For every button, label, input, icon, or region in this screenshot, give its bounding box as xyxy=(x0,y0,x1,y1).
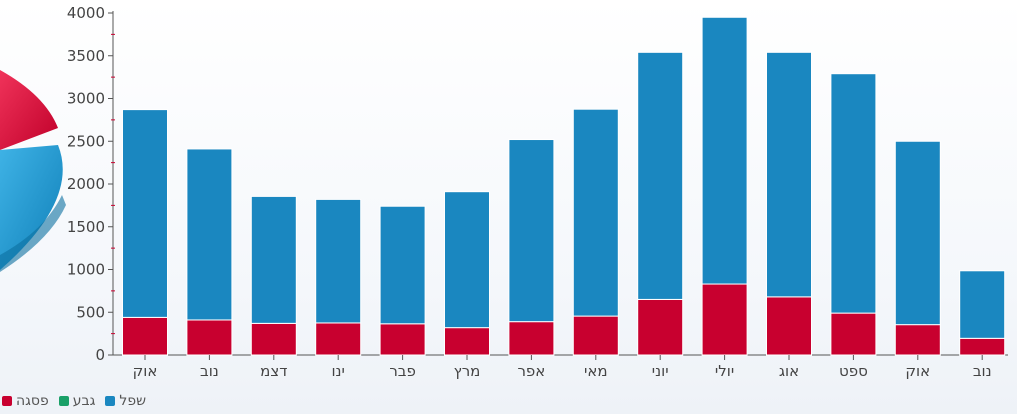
bar-segment-offpeak xyxy=(894,140,941,326)
bars xyxy=(122,16,1006,356)
x-tick-label: מאי xyxy=(584,362,608,380)
bar-segment-peak xyxy=(637,298,684,356)
x-tick-label: אוק xyxy=(905,362,930,380)
bar-segment-offpeak xyxy=(766,51,812,298)
x-tick-label: דצמ xyxy=(260,362,287,380)
y-tick-label: 0 xyxy=(95,346,105,364)
bar-segment-peak xyxy=(315,322,362,356)
x-tick-label: אפר xyxy=(517,362,545,380)
background-pie-decoration xyxy=(0,70,66,272)
bar-segment-peak xyxy=(766,296,812,356)
bar-segment-offpeak xyxy=(379,205,426,325)
bar-segment-peak xyxy=(830,312,877,356)
legend-item-shoulder[interactable]: גבע xyxy=(58,393,96,409)
bar-segment-offpeak xyxy=(637,51,684,300)
bar-segment-peak xyxy=(572,315,619,356)
bar-segment-peak xyxy=(122,316,168,356)
bar-segment-peak xyxy=(959,337,1006,356)
bar-segment-peak xyxy=(508,321,555,356)
legend-item-peak[interactable]: פסגה xyxy=(2,393,49,409)
bar-segment-offpeak xyxy=(250,195,297,324)
x-tick-label: ספט xyxy=(839,362,868,380)
x-tick-label: נוב xyxy=(973,362,992,380)
x-tick-label: מרץ xyxy=(454,362,481,380)
bar-segment-offpeak xyxy=(572,108,619,317)
bar-segment-offpeak xyxy=(186,148,233,321)
x-tick-label: ינו xyxy=(331,362,344,380)
legend-label-offpeak: שפל xyxy=(119,393,147,409)
x-tick-label: פבר xyxy=(389,362,416,380)
bar-segment-peak xyxy=(379,323,426,356)
bar-segment-peak xyxy=(444,327,490,356)
x-tick-label: יוני xyxy=(652,362,669,380)
bar-segment-offpeak xyxy=(444,191,490,329)
legend-label-peak: פסגה xyxy=(16,393,49,409)
bar-segment-offpeak xyxy=(122,109,168,318)
bar-segment-offpeak xyxy=(701,16,748,285)
y-tick-label: 1500 xyxy=(67,218,105,236)
y-tick-label: 2500 xyxy=(67,132,105,150)
bar-segment-offpeak xyxy=(315,198,362,324)
bar-segment-offpeak xyxy=(959,270,1006,339)
y-tick-label: 500 xyxy=(76,303,105,321)
y-tick-label: 3500 xyxy=(67,47,105,65)
pie-slice-red xyxy=(0,70,58,150)
legend-swatch-peak xyxy=(2,396,12,406)
y-tick-label: 1000 xyxy=(67,261,105,279)
legend-swatch-offpeak xyxy=(105,396,116,406)
bar-segment-offpeak xyxy=(830,73,877,314)
x-axis-labels: אוק נוב דצמ ינו פבר מרץ אפר מאי יוני יולי אוג ספט או… xyxy=(133,355,992,380)
x-tick-label: אוק xyxy=(133,362,158,380)
bar-segment-offpeak xyxy=(508,139,555,323)
bar-segment-peak xyxy=(701,283,748,356)
legend-item-offpeak[interactable]: שפל xyxy=(105,393,146,409)
x-tick-label: נוב xyxy=(200,362,219,380)
x-tick-label: אוג xyxy=(779,362,799,380)
pie-slice-blue-side xyxy=(0,195,66,272)
bar-segment-peak xyxy=(894,324,941,356)
bar-segment-peak xyxy=(250,322,297,356)
stacked-bar-chart: 0 500 1000 1500 2000 2500 3000 3500 4000 אוק נוב ד… xyxy=(0,4,1008,380)
y-tick-label: 2000 xyxy=(67,175,105,193)
legend-swatch-shoulder xyxy=(58,396,69,406)
bar-segment-peak xyxy=(186,319,233,356)
y-tick-label: 3000 xyxy=(67,90,105,108)
legend-label-shoulder: גבע xyxy=(72,393,96,409)
y-tick-label: 4000 xyxy=(67,4,105,22)
x-tick-label: יולי xyxy=(715,362,734,380)
legend: פסגה גבע שפל xyxy=(2,391,146,411)
pie-slice-blue xyxy=(0,145,63,270)
